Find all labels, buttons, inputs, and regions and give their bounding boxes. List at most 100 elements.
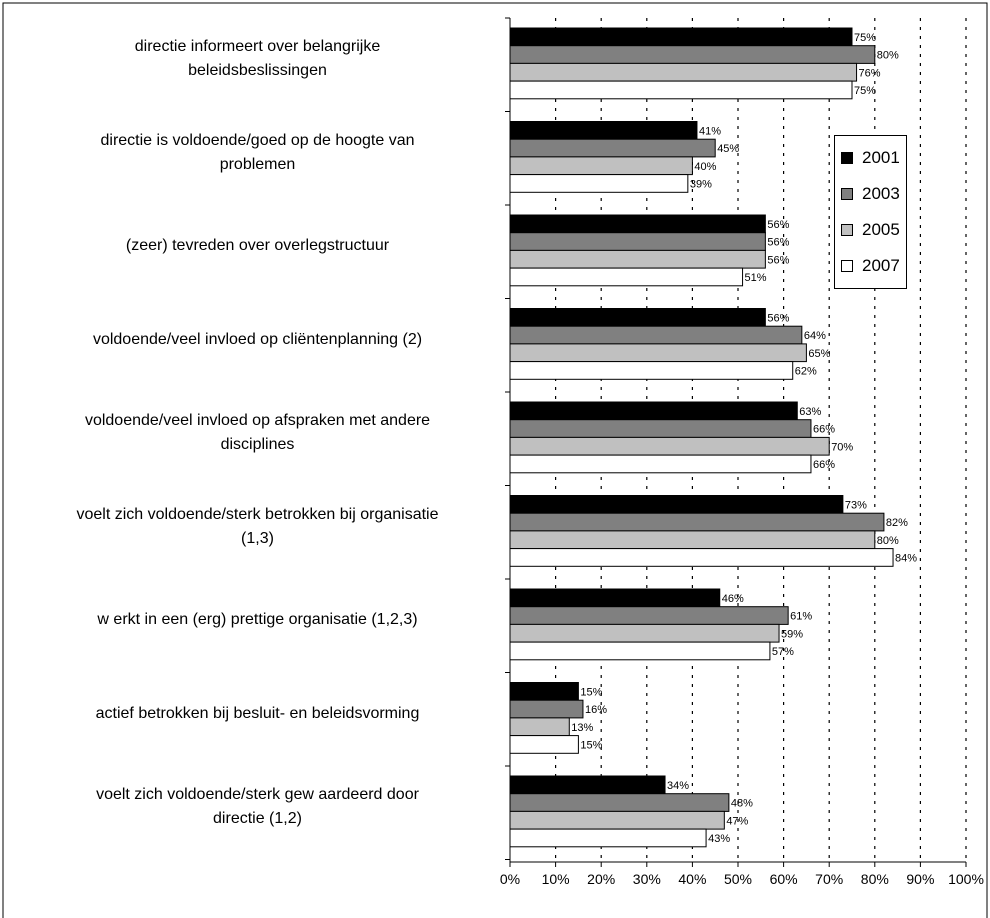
data-label: 39% <box>690 179 712 191</box>
bar <box>509 214 766 234</box>
legend-swatch <box>841 224 853 236</box>
data-label: 56% <box>767 254 789 266</box>
category-label: voldoende/veel invloed op afspraken met … <box>84 412 431 454</box>
bar <box>509 232 766 251</box>
category-label: voldoende/veel invloed op cliëntenplanni… <box>92 330 423 348</box>
x-tick-label: 70% <box>815 871 843 887</box>
bar <box>509 775 666 795</box>
data-label: 80% <box>877 535 899 547</box>
bar <box>509 530 876 550</box>
category-label: (zeer) tevreden over overlegstructuur <box>125 237 390 255</box>
legend-swatch <box>841 260 853 272</box>
data-label: 16% <box>585 704 607 716</box>
data-label: 56% <box>767 219 789 231</box>
legend-item: 2001 <box>841 140 900 176</box>
bar <box>509 810 725 830</box>
data-label: 47% <box>726 815 748 827</box>
bar <box>509 138 716 158</box>
data-label: 75% <box>854 85 876 97</box>
legend-item: 2005 <box>841 212 900 248</box>
x-tick-label: 80% <box>861 871 889 887</box>
bar <box>509 623 780 643</box>
category-label: voelt zich voldoende/sterk betrokken bij… <box>76 505 439 547</box>
data-label: 82% <box>886 517 908 529</box>
x-tick-label: 100% <box>948 871 984 887</box>
legend: 2001 2003 2005 2007 <box>834 135 907 289</box>
data-label: 48% <box>731 798 753 810</box>
bar <box>509 27 853 47</box>
data-label: 84% <box>895 553 917 565</box>
x-tick-label: 30% <box>633 871 661 887</box>
bar <box>509 641 771 661</box>
data-label: 75% <box>854 32 876 44</box>
bar <box>509 267 744 287</box>
legend-swatch <box>841 188 853 200</box>
data-label: 57% <box>772 646 794 658</box>
data-label: 66% <box>813 424 835 436</box>
data-label: 76% <box>859 67 881 79</box>
data-label: 64% <box>804 330 826 342</box>
data-label: 40% <box>694 161 716 173</box>
legend-label: 2001 <box>862 148 900 167</box>
legend-label: 2005 <box>862 220 900 239</box>
data-label: 43% <box>708 833 730 845</box>
bar <box>509 495 844 514</box>
data-label: 61% <box>790 611 812 623</box>
data-label: 56% <box>767 237 789 249</box>
legend-item: 2007 <box>841 248 900 284</box>
data-label: 62% <box>795 366 817 378</box>
legend-item: 2003 <box>841 176 900 212</box>
bar <box>509 682 579 701</box>
data-label: 66% <box>813 459 835 471</box>
data-label: 45% <box>717 143 739 155</box>
legend-swatch <box>841 152 853 164</box>
bar <box>509 588 721 608</box>
category-label: w erkt in een (erg) prettige organisatie… <box>97 611 418 629</box>
bar <box>509 436 830 456</box>
data-label: 15% <box>580 687 602 699</box>
category-label: directie informeert over belangrijke bel… <box>134 38 381 80</box>
legend-label: 2007 <box>862 256 900 275</box>
bar <box>509 512 885 532</box>
bar <box>509 361 794 380</box>
bar <box>509 548 894 567</box>
x-tick-label: 0% <box>500 871 520 887</box>
value-labels: 75%80%76%75%41%45%40%39%56%56%56%51%56%6… <box>571 32 917 845</box>
category-label: actief betrokken bij besluit- en beleids… <box>95 704 420 722</box>
bar <box>509 45 876 64</box>
x-tick-label: 40% <box>678 871 706 887</box>
bar <box>509 717 570 737</box>
bar <box>509 606 789 625</box>
bar <box>509 454 812 474</box>
bars <box>509 27 894 848</box>
x-tick-label: 90% <box>906 871 934 887</box>
x-tick-label: 50% <box>724 871 752 887</box>
data-label: 63% <box>799 406 821 418</box>
data-label: 59% <box>781 628 803 640</box>
data-label: 65% <box>808 348 830 360</box>
category-label: directie is voldoende/goed op de hoogte … <box>100 131 415 173</box>
x-tick-label: 60% <box>770 871 798 887</box>
data-label: 73% <box>845 500 867 512</box>
bar <box>509 828 707 848</box>
data-label: 56% <box>767 313 789 325</box>
bar <box>509 343 807 363</box>
bar <box>509 308 766 327</box>
data-label: 15% <box>580 740 602 752</box>
bar <box>509 419 812 438</box>
data-label: 80% <box>877 50 899 62</box>
bar <box>509 249 766 269</box>
bar <box>509 156 693 176</box>
legend-label: 2003 <box>862 184 900 203</box>
bar <box>509 121 698 140</box>
x-axis: 0% 10% 20% 30% 40% 50% 60% 70% 80% 90% 100% <box>500 17 984 887</box>
data-label: 13% <box>571 722 593 734</box>
bar <box>509 174 689 193</box>
data-label: 46% <box>722 593 744 605</box>
bar <box>509 699 584 719</box>
data-label: 34% <box>667 780 689 792</box>
category-label: voelt zich voldoende/sterk gew aardeerd … <box>96 786 419 828</box>
data-label: 70% <box>831 441 853 453</box>
